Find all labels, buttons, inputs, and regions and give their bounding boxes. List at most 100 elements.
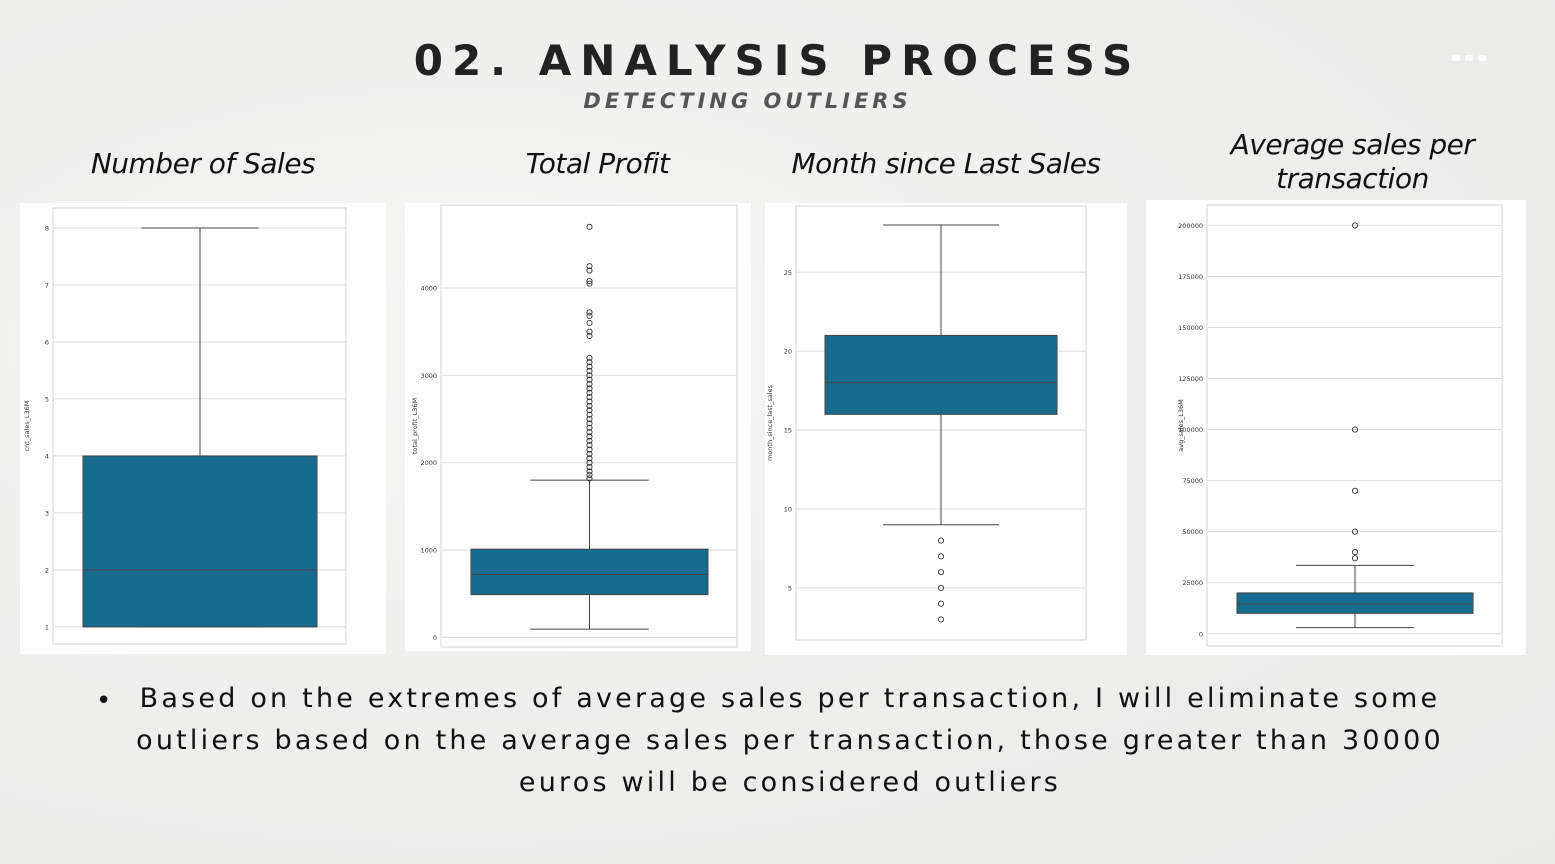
outlier-point [586, 442, 593, 449]
y-tick-label: 7 [45, 281, 49, 289]
outlier-point [586, 468, 593, 475]
chart-svg: 0 1000 2000 3000 4000 total_profit_L36M [411, 204, 738, 648]
outlier-point [586, 475, 593, 482]
outlier-point [586, 367, 593, 375]
outlier-point [586, 429, 593, 436]
outlier-point [586, 394, 593, 401]
outlier-point [586, 471, 593, 478]
outlier-point [586, 309, 593, 316]
outlier-point [586, 328, 593, 335]
plot-frame [52, 207, 347, 645]
y-tick-label: 3 [45, 509, 49, 517]
y-tick-label: 100000 [1178, 426, 1203, 434]
chart-title-number-of-sales: Number of Sales [90, 147, 316, 180]
outlier-point [586, 415, 593, 423]
menu-dots-icon[interactable] [1452, 55, 1488, 63]
outlier-point [586, 385, 593, 392]
y-tick-label: 75000 [1182, 477, 1203, 485]
outlier-point [586, 424, 593, 431]
y-tick-label: 150000 [1178, 324, 1203, 332]
y-tick-label: 5 [45, 395, 49, 403]
outlier-point [586, 372, 593, 379]
outlier-point [586, 402, 593, 409]
y-tick-label: 3000 [420, 372, 437, 380]
outlier-point [1351, 549, 1359, 556]
chart-title-average-sales-per-transaction: Average sales per transaction [1230, 128, 1475, 195]
y-tick-label: 5 [788, 584, 792, 592]
chart-svg: 5 10 15 20 25 month_since_last_sales [766, 205, 1087, 641]
outlier-point [586, 381, 593, 388]
y-tick-label: 2000 [420, 459, 437, 467]
outlier-point [586, 280, 593, 287]
outlier-point [937, 553, 945, 560]
outlier-point [937, 584, 945, 591]
outlier-point [586, 332, 593, 340]
outlier-point [1351, 222, 1359, 229]
chart-title-total-profit: Total Profit [525, 147, 670, 180]
y-tick-label: 1000 [420, 547, 437, 555]
outlier-point [586, 455, 593, 462]
outlier-point [937, 616, 945, 623]
outlier-point [586, 223, 593, 230]
outlier-point [937, 600, 945, 607]
y-axis-label: avg_sales_L36M [1177, 399, 1185, 452]
y-tick-label: 4 [45, 452, 49, 460]
outlier-point [1351, 426, 1359, 433]
outlier-point [586, 263, 593, 270]
outlier-point [937, 537, 945, 544]
y-tick-label: 25 [784, 269, 792, 277]
iqr-box [824, 334, 1058, 415]
outlier-point [586, 437, 593, 444]
outlier-point [586, 277, 593, 285]
outlier-point [586, 446, 593, 453]
chart-svg: 1 2 3 4 5 6 7 8 cnt_sales_L36M [23, 207, 347, 645]
outlier-point [586, 389, 593, 396]
outlier-point [586, 354, 593, 361]
boxplot-average-sales-per-transaction: 0 25000 50000 75000 100000 125000 150000 175000… [1146, 200, 1526, 655]
y-tick-label: 2 [45, 566, 49, 574]
y-tick-label: 6 [45, 338, 49, 346]
y-tick-label: 200000 [1178, 222, 1203, 230]
boxplot-month-since-last-sales: 5 10 15 20 25 month_since_last_sales [765, 203, 1127, 655]
y-tick-label: 0 [433, 634, 437, 642]
y-tick-label: 1 [45, 623, 49, 631]
outlier-point [586, 407, 593, 414]
outlier-point [586, 363, 593, 370]
outlier-point [586, 450, 593, 458]
chart-svg: 0 25000 50000 75000 100000 125000 150000 175000… [1177, 204, 1503, 647]
y-tick-label: 15 [784, 427, 792, 435]
bullet-marker: • [96, 686, 112, 716]
y-tick-label: 125000 [1178, 375, 1203, 383]
plot-frame [795, 205, 1087, 641]
chart-title-month-since-last-sales: Month since Last Sales [791, 147, 1101, 180]
outlier-point [1351, 528, 1359, 535]
y-tick-label: 4000 [420, 284, 437, 292]
boxplot-total-profit: 0 1000 2000 3000 4000 total_profit_L36M [405, 203, 751, 651]
y-axis-label: month_since_last_sales [766, 384, 774, 461]
y-tick-label: 50000 [1182, 528, 1203, 536]
outlier-point [586, 319, 593, 326]
outlier-point [1351, 555, 1359, 562]
y-axis-label: cnt_sales_L36M [23, 401, 31, 452]
y-tick-label: 25000 [1182, 579, 1203, 587]
outlier-point [586, 398, 593, 405]
iqr-box [82, 455, 318, 628]
y-tick-label: 20 [784, 348, 792, 356]
outlier-point [586, 359, 593, 366]
outlier-point [937, 569, 945, 576]
y-tick-label: 175000 [1178, 273, 1203, 281]
page-subtitle: DETECTING OUTLIERS [583, 89, 912, 113]
y-tick-label: 8 [45, 224, 49, 232]
outlier-point [586, 420, 593, 427]
plot-frame [1206, 204, 1503, 647]
iqr-box [1236, 592, 1474, 614]
outlier-point [586, 464, 593, 471]
outlier-point [1351, 487, 1359, 494]
conclusion-text: Based on the extremes of average sales p… [136, 683, 1444, 798]
y-tick-label: 10 [784, 506, 792, 514]
iqr-box [470, 548, 709, 596]
outlier-point [586, 376, 593, 383]
y-axis-label: total_profit_L36M [411, 398, 419, 454]
boxplot-number-of-sales: 1 2 3 4 5 6 7 8 cnt_sales_L36M [20, 203, 386, 654]
outlier-point [586, 411, 593, 418]
